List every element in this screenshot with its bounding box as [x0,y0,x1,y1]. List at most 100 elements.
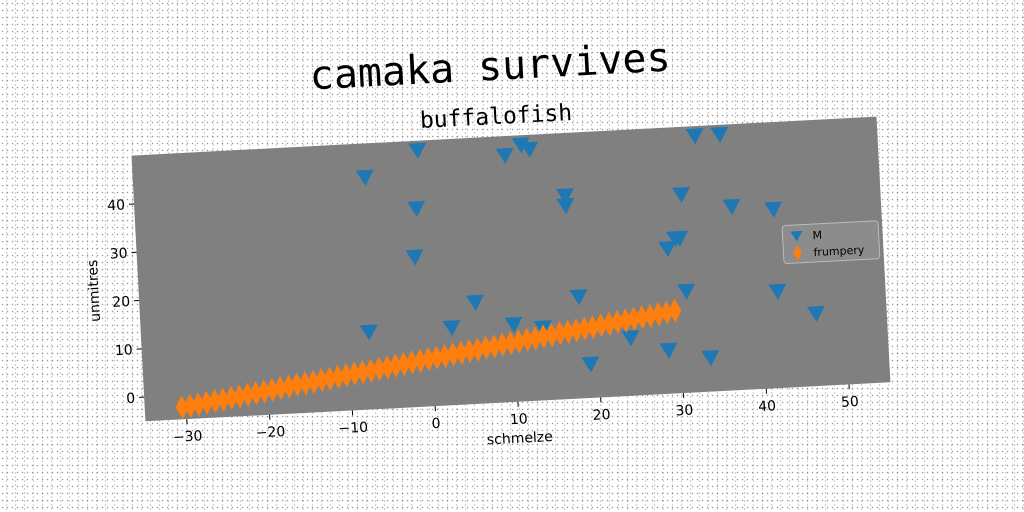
scatter-point [249,381,263,406]
scatter-point [611,309,624,335]
scatter-point [710,126,729,144]
scatter-point [586,314,600,340]
scatter-point [381,355,394,380]
scatter-point [570,318,583,343]
legend-marker [793,244,802,262]
scatter-point [504,316,523,334]
scatter-point [282,374,296,399]
scatter-point [520,327,534,352]
scatter-point [578,316,591,341]
scatter-point [430,345,444,370]
scatter-point [668,298,682,323]
x-tick-label: −30 [173,428,203,446]
y-tick-label: 40 [107,197,126,214]
x-tick-label: 40 [758,398,777,415]
scatter-point [479,335,493,360]
scatter-point [561,319,575,344]
legend-box [781,220,881,264]
scatter-point [627,306,641,331]
scatter-point [183,393,197,418]
scatter-point [389,353,402,378]
chart-title: camaka survives [309,35,672,100]
scatter-point [408,142,427,159]
scatter-point [455,340,468,366]
scatter-point [670,230,689,247]
legend-label: M [812,229,822,242]
scatter-point [806,305,825,323]
series-M [355,126,825,373]
scatter-point [192,392,205,417]
scatter-point [359,324,378,341]
scatter-point [652,301,665,327]
scatter-point [512,329,526,354]
scatter-point [323,366,337,391]
scatter-point [621,330,640,347]
scatter-point [768,283,787,300]
x-tick-label: 20 [592,407,611,424]
scatter-point [290,372,304,397]
scatter-point [355,169,374,186]
scatter-point [348,361,361,386]
scatter-point [274,375,287,401]
legend-marker [790,230,803,242]
scatter-point [520,141,539,158]
scatter-point [619,308,632,333]
scatter-point [407,200,426,218]
scatter-point [545,322,559,348]
scatter-point [225,385,238,411]
scatter-point [298,371,312,396]
scatter-point [504,330,517,356]
scatter-point [315,367,329,393]
scatter-point [594,313,608,338]
x-tick-label: −10 [338,420,368,438]
chart-subtitle: buffalofish [419,100,572,134]
scatter-point [397,352,411,377]
y-tick-label: 10 [114,342,133,359]
scatter-point [372,356,386,381]
legend-label: frumpery [813,243,865,259]
scatter-point [537,324,550,349]
scatter-point [764,201,783,218]
scatter-point [471,337,485,362]
y-tick-label: 20 [112,294,131,311]
scatter-point [556,197,575,215]
scatter-point [340,363,353,388]
x-tick-label: 10 [510,411,529,428]
scatter-point [581,356,600,373]
scatter-point [602,311,616,336]
scatter-point [553,321,567,346]
scatter-point [677,283,696,300]
x-tick-label: 50 [841,394,860,411]
scatter-point [405,350,419,375]
y-axis: 0 10 20 30 40 [107,197,145,407]
scatter-point [487,334,501,359]
scatter-point [511,137,530,154]
scatter-point [671,186,690,204]
scatter-point [529,326,542,351]
scatter-point [438,344,452,369]
scatter-point [659,342,678,359]
scatter-point [208,389,222,414]
x-axis-label: schmelze [486,429,553,448]
scatter-point [569,289,588,306]
scatter-point [463,338,476,364]
scatter-point [422,346,435,372]
scatter-point [496,332,509,357]
scatter-point [701,350,720,367]
x-tick-label: −20 [255,424,285,442]
scatter-point [233,384,246,409]
scatter-point [364,358,378,383]
scatter-point [241,382,255,407]
scatter-point [356,359,370,385]
y-tick-label: 30 [109,246,128,263]
scatter-point [660,300,674,325]
scatter-point [266,377,279,403]
scatter-point [446,342,460,367]
scatter-point [555,188,574,205]
scatter-point [685,128,704,145]
y-tick-label: 0 [126,391,136,407]
scatter-point [722,198,741,216]
